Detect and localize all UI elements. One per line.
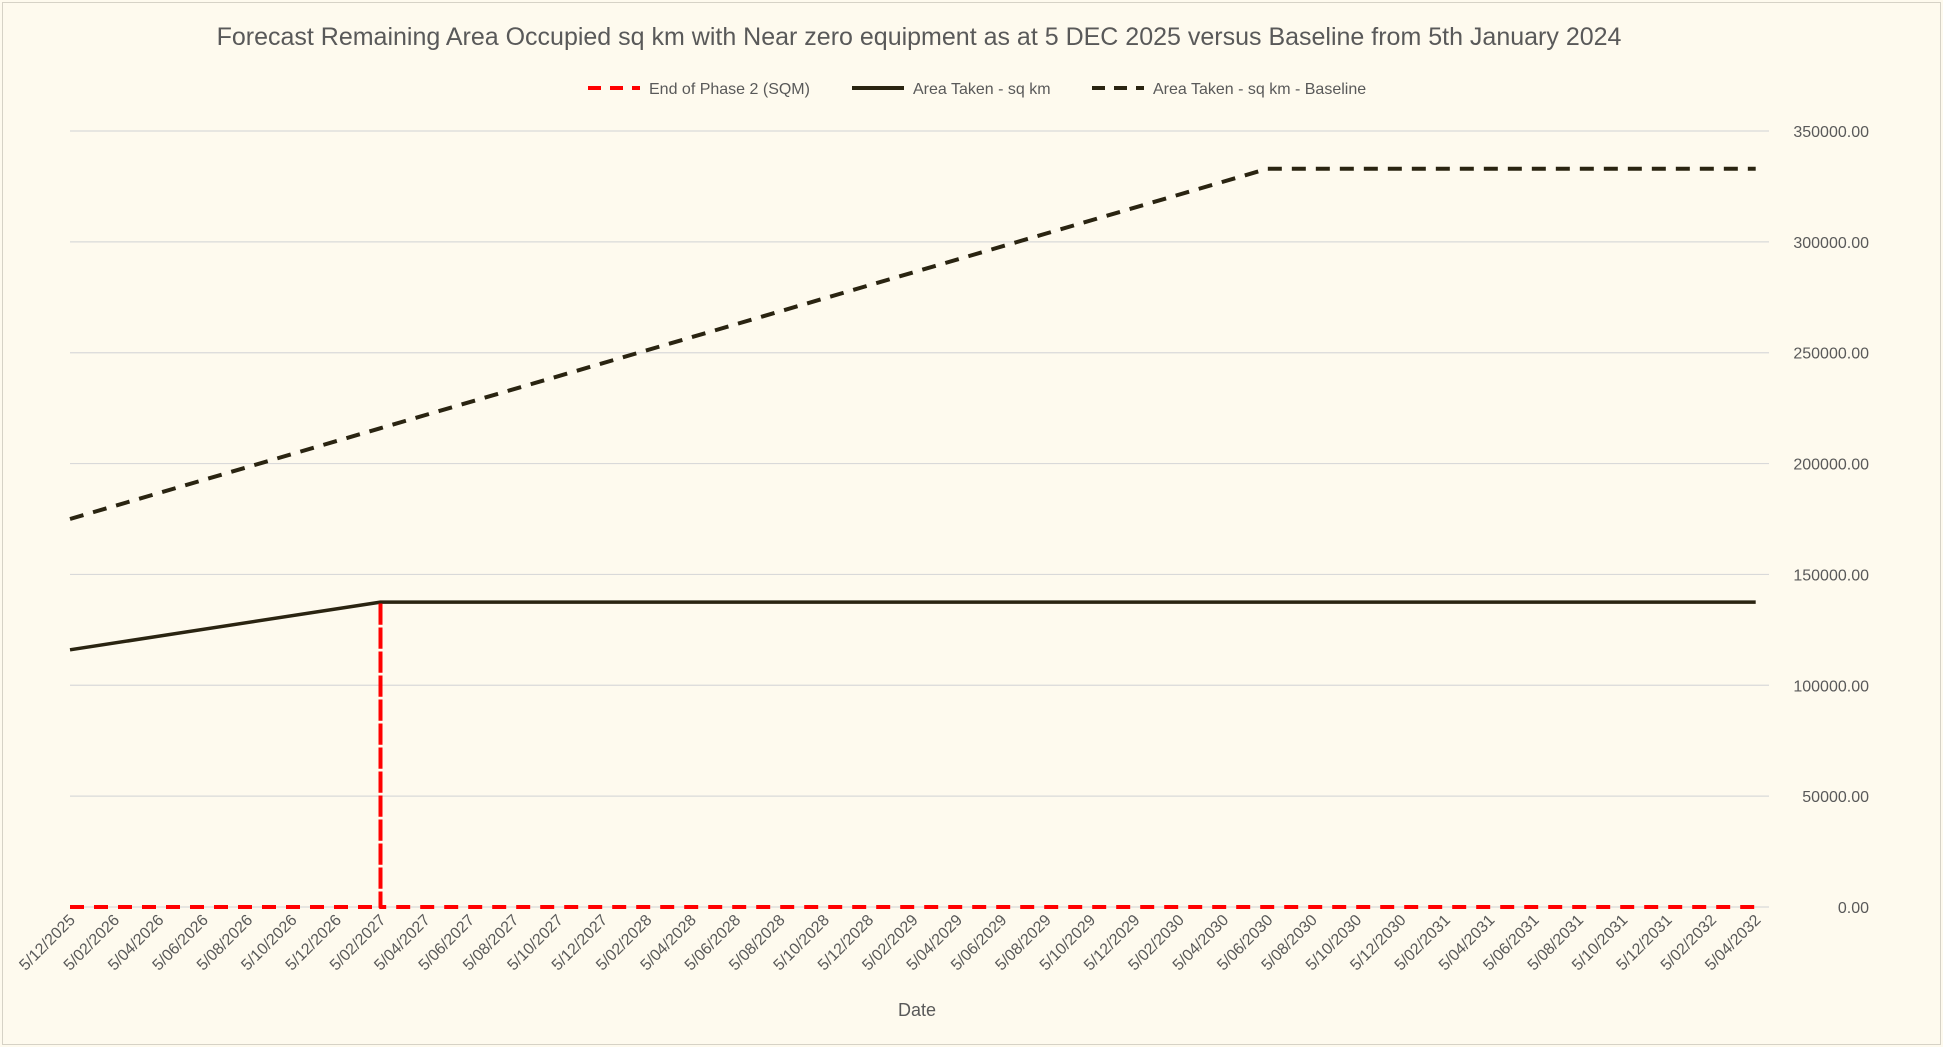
y-tick-label: 200000.00 [1793,457,1869,474]
x-axis-title: Date [898,1000,936,1020]
y-tick-label: 0.00 [1838,900,1869,917]
y-tick-label: 250000.00 [1793,346,1869,363]
legend-label: Area Taken - sq km - Baseline [1153,81,1366,98]
y-tick-label: 150000.00 [1793,567,1869,584]
series-line-area-taken-sq-km [69,600,1756,652]
series-line-area-taken-sq-km-baseline [69,166,1756,521]
x-axis-ticks: 5/12/20255/02/20265/04/20265/06/20265/08… [16,912,1764,974]
legend-label: Area Taken - sq km [913,81,1051,98]
chart-svg: Forecast Remaining Area Occupied sq km w… [16,23,1869,1020]
series-line-end-of-phase-2-sqm [70,600,1756,909]
chart-title: Forecast Remaining Area Occupied sq km w… [217,23,1622,51]
y-tick-label: 350000.00 [1793,124,1869,141]
y-tick-label: 300000.00 [1793,235,1869,252]
y-tick-label: 100000.00 [1793,678,1869,695]
gridlines [70,130,1769,908]
legend-label: End of Phase 2 (SQM) [649,81,810,98]
series-layer [69,166,1756,909]
legend: End of Phase 2 (SQM) Area Taken - sq km Ar… [588,81,1366,98]
y-axis-ticks: 0.00 50000.00 100000.00 150000.00 200000.00 2… [1793,124,1869,917]
y-tick-label: 50000.00 [1802,789,1869,806]
